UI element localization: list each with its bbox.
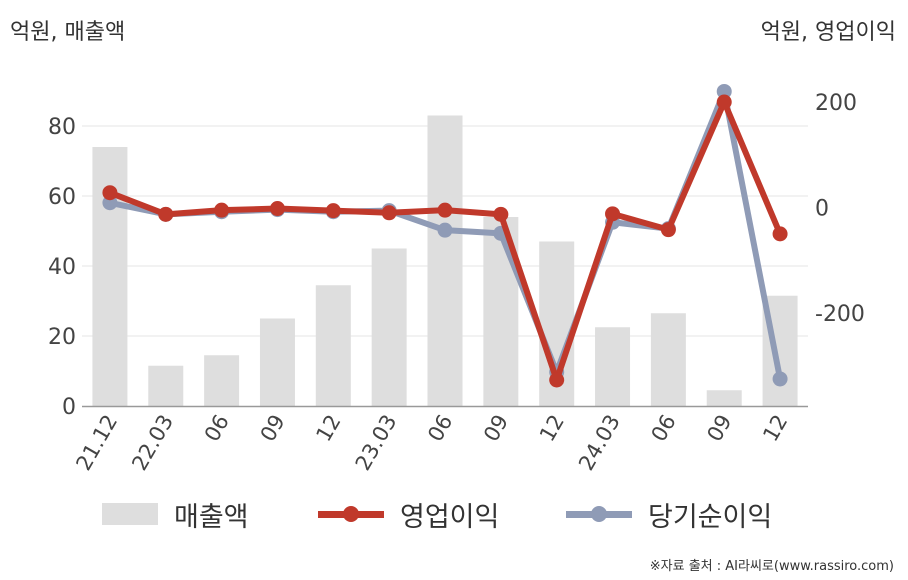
x-tick-label: 24.03 bbox=[574, 411, 625, 475]
point-op bbox=[102, 185, 118, 201]
legend-swatch-op bbox=[318, 494, 384, 534]
source-note: ※자료 출처 : AI라씨로(www.rassiro.com) bbox=[649, 559, 894, 574]
point-op bbox=[214, 202, 230, 218]
point-net bbox=[716, 83, 732, 99]
x-tick-label: 06 bbox=[647, 411, 681, 446]
legend-item-net: 당기순이익 bbox=[566, 494, 772, 534]
point-op bbox=[493, 206, 509, 222]
right-tick-label: -200 bbox=[815, 302, 865, 327]
x-tick-label: 06 bbox=[200, 411, 234, 446]
legend-swatch-revenue bbox=[102, 503, 158, 525]
point-op bbox=[549, 372, 565, 388]
point-op bbox=[325, 203, 341, 219]
legend-label-net: 당기순이익 bbox=[648, 501, 773, 533]
left-tick-label: 20 bbox=[48, 325, 76, 350]
point-op bbox=[158, 206, 174, 222]
legend-label-op: 영업이익 bbox=[400, 501, 500, 533]
legend-label-revenue: 매출액 bbox=[174, 501, 249, 533]
legend-swatch-net bbox=[566, 494, 632, 534]
point-op bbox=[772, 226, 788, 242]
point-op bbox=[605, 206, 621, 222]
x-tick-label: 06 bbox=[423, 411, 457, 446]
x-tick-label: 09 bbox=[256, 411, 290, 446]
bar-revenue bbox=[148, 365, 184, 406]
x-tick-label: 22.03 bbox=[127, 411, 178, 475]
bar-revenue bbox=[315, 285, 351, 406]
left-axis-unit: 억원, 매출액 bbox=[10, 20, 126, 45]
bar-revenue bbox=[427, 115, 463, 406]
legend: 매출액 영업이익 당기순이익 bbox=[0, 494, 908, 534]
legend-item-revenue: 매출액 bbox=[102, 494, 249, 534]
left-tick-label: 60 bbox=[48, 185, 76, 210]
left-tick-label: 40 bbox=[48, 255, 76, 280]
right-tick-label: 0 bbox=[815, 197, 829, 222]
point-op bbox=[660, 222, 676, 238]
x-tick-label: 12 bbox=[311, 411, 345, 446]
x-tick-label: 09 bbox=[702, 411, 736, 446]
right-tick-label: 200 bbox=[815, 91, 857, 116]
x-tick-label: 12 bbox=[535, 411, 569, 446]
bar-revenue bbox=[595, 327, 631, 406]
x-tick-label: 12 bbox=[758, 411, 792, 446]
bar-revenue bbox=[204, 355, 240, 406]
point-net bbox=[772, 371, 788, 387]
bar-revenue bbox=[706, 390, 742, 406]
point-net bbox=[437, 222, 453, 238]
left-tick-label: 0 bbox=[62, 395, 76, 420]
left-tick-label: 80 bbox=[48, 115, 76, 140]
right-axis-unit: 억원, 영업이익 bbox=[760, 20, 896, 45]
x-tick-label: 23.03 bbox=[351, 411, 402, 475]
bar-revenue bbox=[371, 248, 407, 406]
point-op bbox=[269, 201, 285, 217]
x-tick-label: 09 bbox=[479, 411, 513, 446]
legend-item-op: 영업이익 bbox=[318, 494, 499, 534]
point-op bbox=[437, 202, 453, 218]
point-op bbox=[381, 205, 397, 221]
x-tick-label: 21.12 bbox=[71, 411, 122, 475]
bar-revenue bbox=[259, 318, 295, 406]
point-op bbox=[716, 94, 732, 110]
bar-revenue bbox=[650, 313, 686, 406]
